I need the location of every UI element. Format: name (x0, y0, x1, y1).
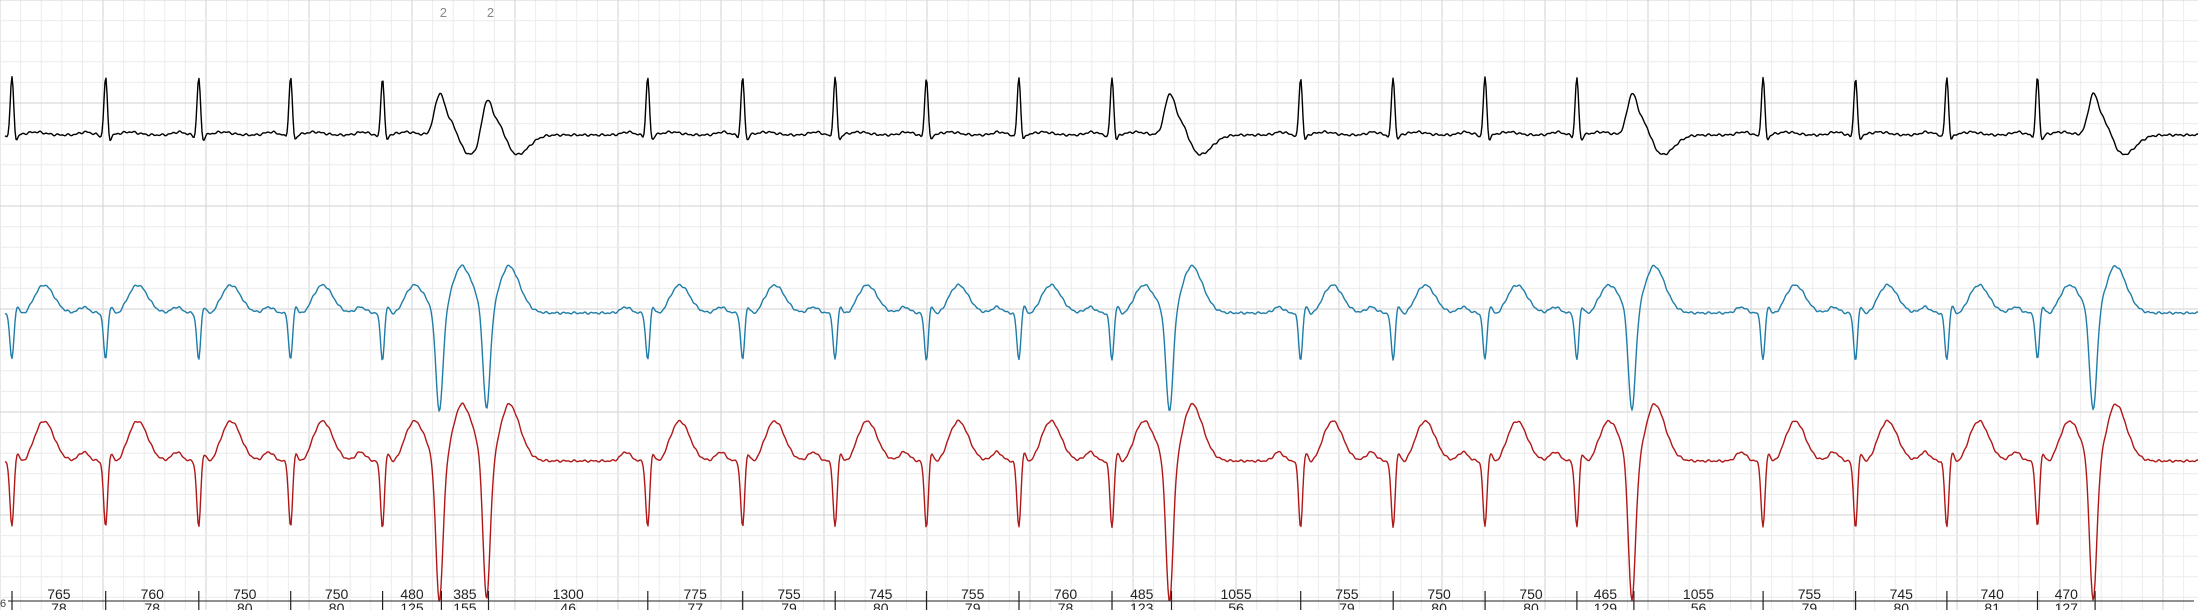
rr-interval-label: 750 (233, 586, 257, 602)
heart-rate-label: 78 (1058, 600, 1074, 610)
ecg-trace-lead-1 (4, 76, 2198, 156)
heart-rate-label: 46 (560, 600, 576, 610)
heart-rate-label: 79 (1802, 600, 1818, 610)
heart-rate-label: 79 (965, 600, 981, 610)
ruler-edge-label: 6 (0, 598, 6, 610)
heart-rate-label: 78 (145, 600, 161, 610)
rr-interval-label: 755 (1335, 586, 1359, 602)
heart-rate-label: 80 (1894, 600, 1910, 610)
rr-interval-label: 385 (453, 586, 477, 602)
heart-rate-label: 155 (453, 600, 477, 610)
ecg-trace-lead-2 (4, 264, 2198, 412)
heart-rate-label: 80 (237, 600, 253, 610)
rr-interval-label: 755 (777, 586, 801, 602)
heart-rate-label: 127 (2055, 600, 2079, 610)
rr-interval-label: 740 (1981, 586, 2005, 602)
heart-rate-label: 81 (1984, 600, 2000, 610)
heart-rate-label: 129 (1594, 600, 1618, 610)
rr-interval-label: 745 (1890, 586, 1914, 602)
heart-rate-label: 77 (687, 600, 703, 610)
heart-rate-label: 80 (329, 600, 345, 610)
heart-rate-label: 125 (400, 600, 424, 610)
rr-interval-label: 1055 (1683, 586, 1714, 602)
rr-interval-label: 775 (684, 586, 708, 602)
beat-annotation: 2 (487, 5, 494, 20)
heart-rate-label: 123 (1130, 600, 1154, 610)
rr-interval-label: 755 (961, 586, 985, 602)
rr-interval-label: 760 (1054, 586, 1078, 602)
heart-rate-label: 56 (1228, 600, 1244, 610)
rr-interval-label: 765 (47, 586, 71, 602)
ecg-leads (4, 76, 2198, 602)
rr-interval-label: 485 (1130, 586, 1154, 602)
rr-interval-label: 750 (1519, 586, 1543, 602)
rr-interval-label: 1055 (1221, 586, 1252, 602)
rr-interval-label: 755 (1798, 586, 1822, 602)
rr-interval-label: 1300 (553, 586, 584, 602)
heart-rate-label: 79 (781, 600, 797, 610)
rr-interval-label: 465 (1594, 586, 1618, 602)
ecg-trace-lead-3 (4, 402, 2198, 602)
heart-rate-label: 80 (1431, 600, 1447, 610)
heart-rate-label: 78 (51, 600, 67, 610)
rr-interval-ruler: 6 76578760787508075080480125385155130046… (0, 586, 2194, 610)
rr-interval-label: 745 (869, 586, 893, 602)
heart-rate-label: 80 (1523, 600, 1539, 610)
rr-interval-label: 750 (1427, 586, 1451, 602)
heart-rate-label: 56 (1691, 600, 1707, 610)
rr-interval-label: 760 (141, 586, 165, 602)
rr-interval-label: 470 (2055, 586, 2079, 602)
heart-rate-label: 79 (1339, 600, 1355, 610)
rr-interval-label: 750 (325, 586, 349, 602)
rr-interval-label: 480 (400, 586, 424, 602)
beat-annotation: 2 (440, 5, 447, 20)
heart-rate-label: 80 (873, 600, 889, 610)
